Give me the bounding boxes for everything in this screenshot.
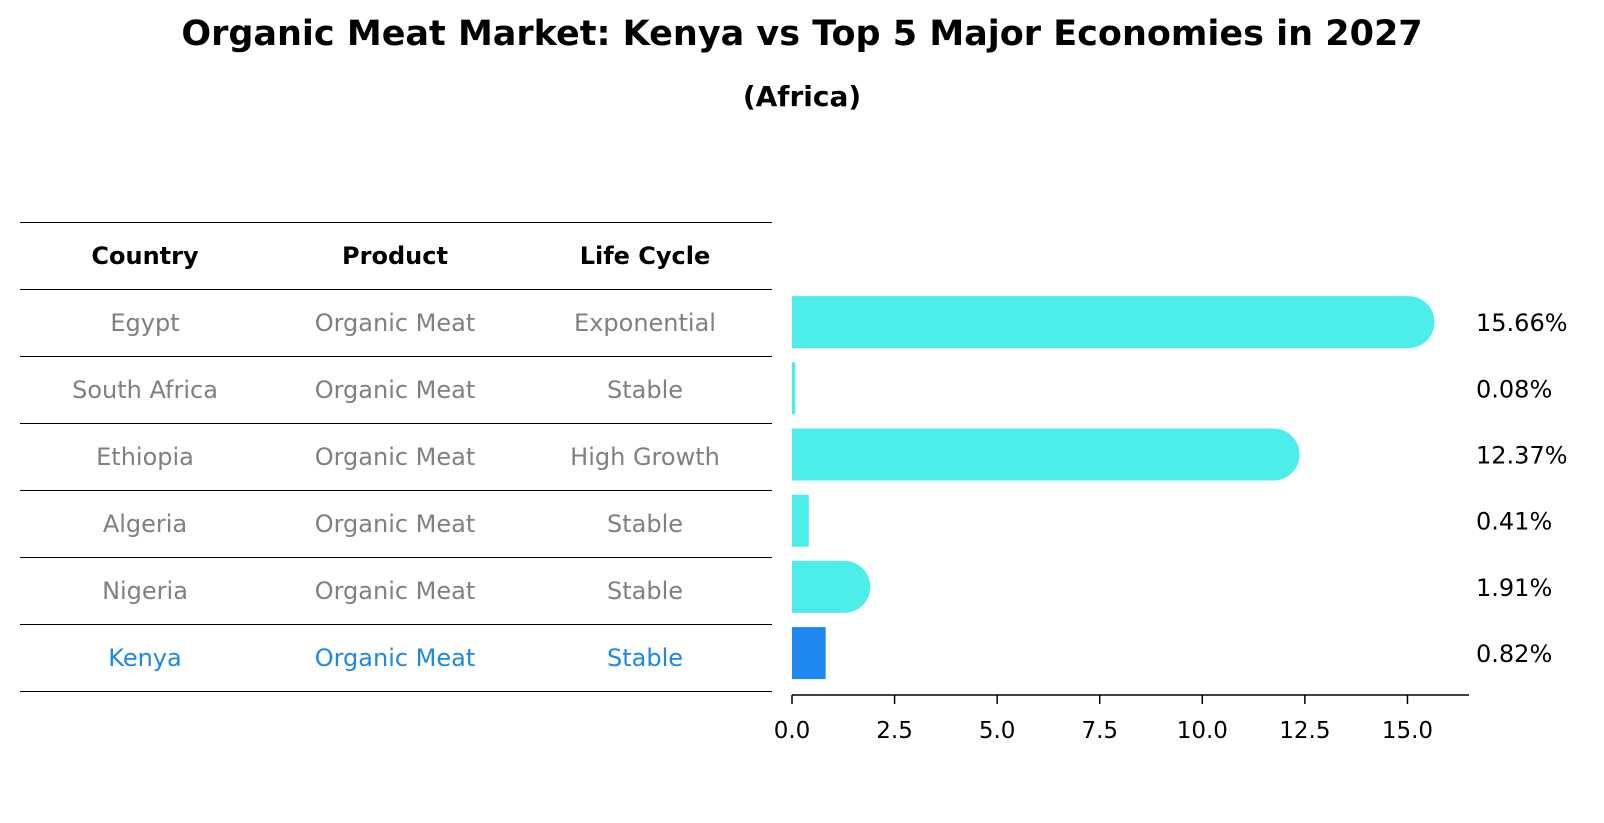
column-header-life-cycle: Life Cycle xyxy=(579,242,711,270)
table-row: Algeria Organic Meat Stable xyxy=(20,490,772,557)
product-cell: Organic Meat xyxy=(314,309,476,337)
x-tick-label: 0.0 xyxy=(774,718,811,744)
life-cycle-cell: Exponential xyxy=(574,309,716,337)
bar-nigeria xyxy=(792,560,871,613)
table-row: Egypt Organic Meat Exponential xyxy=(20,289,772,356)
country-cell: Algeria xyxy=(102,510,188,538)
country-cell: South Africa xyxy=(72,376,218,404)
life-cycle-cell: High Growth xyxy=(570,443,720,471)
life-cycle-cell: Stable xyxy=(606,577,684,605)
chart-title: Organic Meat Market: Kenya vs Top 5 Majo… xyxy=(181,14,1423,54)
x-tick-label: 7.5 xyxy=(1081,718,1118,744)
x-tick-label: 10.0 xyxy=(1177,718,1228,744)
bar-value-label: 0.08% xyxy=(1476,375,1552,403)
bar-value-label: 0.41% xyxy=(1476,508,1552,536)
country-cell: Ethiopia xyxy=(96,443,194,471)
product-cell: Organic Meat xyxy=(314,644,476,672)
product-cell: Organic Meat xyxy=(314,443,476,471)
x-tick-label: 5.0 xyxy=(979,718,1016,744)
table-row: South Africa Organic Meat Stable xyxy=(20,356,772,423)
life-cycle-cell: Stable xyxy=(606,510,684,538)
column-header-product: Product xyxy=(342,242,448,270)
chart-subtitle: (Africa) xyxy=(742,80,862,113)
column-header-country: Country xyxy=(91,242,199,270)
bar-value-label: 15.66% xyxy=(1476,309,1568,337)
country-table: Country Product Life Cycle Egypt Organic… xyxy=(20,222,772,692)
x-tick-label: 15.0 xyxy=(1382,718,1433,744)
table-header-row: Country Product Life Cycle xyxy=(20,222,772,289)
bar-value-label: 0.82% xyxy=(1476,640,1552,668)
bar-ethiopia xyxy=(792,428,1300,481)
bar-value-label: 1.91% xyxy=(1476,574,1552,602)
table-row-highlighted: Kenya Organic Meat Stable xyxy=(20,624,772,692)
product-cell: Organic Meat xyxy=(314,376,476,404)
x-tick-label: 12.5 xyxy=(1279,718,1330,744)
life-cycle-cell: Stable xyxy=(606,376,684,404)
bar-south-africa xyxy=(792,362,796,415)
product-cell: Organic Meat xyxy=(314,577,476,605)
product-cell: Organic Meat xyxy=(314,510,476,538)
table-row: Nigeria Organic Meat Stable xyxy=(20,557,772,624)
country-cell: Egypt xyxy=(110,309,180,337)
country-cell: Nigeria xyxy=(102,577,188,605)
bar-kenya xyxy=(792,627,826,680)
bar-egypt xyxy=(792,296,1435,349)
x-tick-label: 2.5 xyxy=(876,718,913,744)
country-cell: Kenya xyxy=(108,644,182,672)
life-cycle-cell: Stable xyxy=(606,644,684,672)
bar-value-label: 12.37% xyxy=(1476,442,1568,470)
bar-algeria xyxy=(792,494,809,547)
table-row: Ethiopia Organic Meat High Growth xyxy=(20,423,772,490)
